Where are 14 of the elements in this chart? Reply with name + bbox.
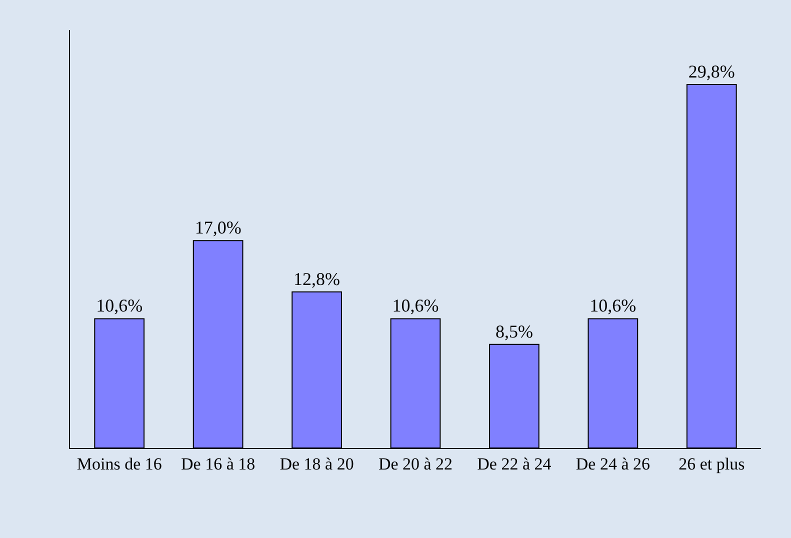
x-tick-label: De 16 à 18 xyxy=(181,454,256,474)
x-tick-label: 26 et plus xyxy=(678,454,745,474)
data-label: 29,8% xyxy=(688,62,735,82)
x-tick-label: De 20 à 22 xyxy=(378,454,453,474)
x-tick-label: De 24 à 26 xyxy=(576,454,650,474)
data-label: 12,8% xyxy=(294,268,340,289)
x-tick-label: De 18 à 20 xyxy=(280,454,354,474)
x-tick-label: Moins de 16 xyxy=(76,454,162,474)
x-tick-label: De 22 à 24 xyxy=(477,454,552,474)
data-label: 8,5% xyxy=(495,321,533,342)
data-label: 10,6% xyxy=(96,296,143,316)
data-label: 10,6% xyxy=(590,296,636,316)
data-label: 17,0% xyxy=(194,218,242,238)
data-label: 10,6% xyxy=(392,296,439,316)
